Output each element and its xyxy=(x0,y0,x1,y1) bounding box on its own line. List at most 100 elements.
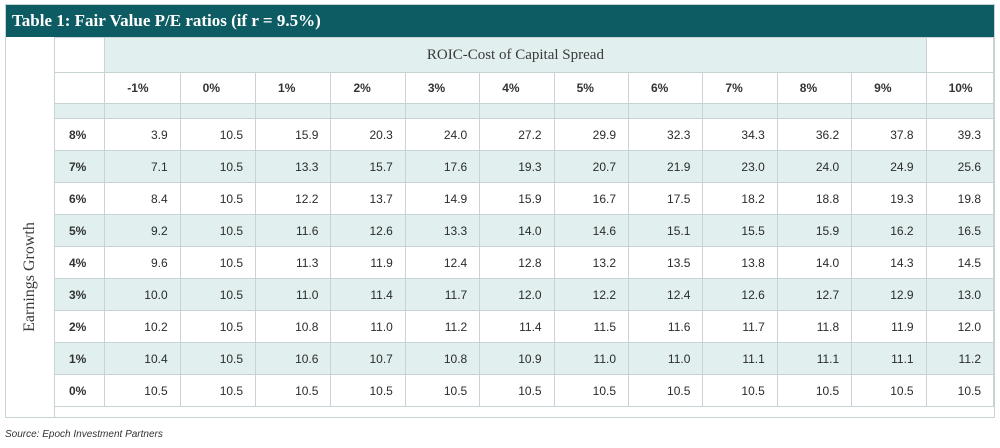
value-cell: 17.5 xyxy=(627,182,704,215)
value-cell: 10.5 xyxy=(179,374,257,407)
value-cell: 39.3 xyxy=(925,118,995,151)
value-cell: 12.4 xyxy=(404,246,481,279)
value-cell: 12.6 xyxy=(702,278,778,311)
value-cell: 19.3 xyxy=(851,182,927,215)
spacer-cell xyxy=(925,103,995,119)
value-cell: 10.8 xyxy=(255,310,332,343)
value-cell: 13.8 xyxy=(702,246,778,279)
value-cell: 13.7 xyxy=(330,182,406,215)
value-cell: 10.5 xyxy=(702,374,778,407)
value-cell: 13.0 xyxy=(925,278,995,311)
value-cell: 10.5 xyxy=(179,342,257,375)
value-cell: 15.7 xyxy=(330,150,406,183)
table-row: 5% 9.2 10.5 11.6 12.6 13.3 14.0 14.6 15.1 15.5 15.… xyxy=(53,214,995,247)
spacer-row xyxy=(53,103,995,119)
value-cell: 14.3 xyxy=(851,246,927,279)
value-cell: 10.5 xyxy=(179,182,257,215)
value-cell: 9.2 xyxy=(104,214,181,247)
value-cell: 13.3 xyxy=(255,150,332,183)
value-cell: 10.5 xyxy=(330,374,406,407)
value-cell: 11.0 xyxy=(553,342,630,375)
value-cell: 11.7 xyxy=(702,310,778,343)
column-header: 5% xyxy=(553,72,630,104)
value-cell: 12.4 xyxy=(627,278,704,311)
value-cell: 11.7 xyxy=(404,278,481,311)
value-cell: 36.2 xyxy=(776,118,853,151)
value-cell: 11.0 xyxy=(330,310,406,343)
column-header: 2% xyxy=(330,72,406,104)
spacer-cell xyxy=(330,103,406,119)
row-label: 7% xyxy=(53,150,106,183)
value-cell: 11.1 xyxy=(851,342,927,375)
spacer-cell xyxy=(851,103,927,119)
value-cell: 20.3 xyxy=(330,118,406,151)
value-cell: 7.1 xyxy=(104,150,181,183)
value-cell: 14.0 xyxy=(776,246,853,279)
row-label: 1% xyxy=(53,342,106,375)
value-cell: 11.4 xyxy=(479,310,555,343)
spacer-cell xyxy=(702,103,778,119)
table-row: 3% 10.0 10.5 11.0 11.4 11.7 12.0 12.2 12.4 12.6 12… xyxy=(53,278,995,311)
spacer-cell xyxy=(627,103,704,119)
spacer-cell xyxy=(776,103,853,119)
value-cell: 37.8 xyxy=(851,118,927,151)
value-cell: 16.7 xyxy=(553,182,630,215)
spacer-cell xyxy=(553,103,630,119)
table-row: 6% 8.4 10.5 12.2 13.7 14.9 15.9 16.7 17.5 18.2 18.… xyxy=(53,182,995,215)
spacer-cell xyxy=(404,103,481,119)
value-cell: 15.9 xyxy=(776,214,853,247)
column-header: 0% xyxy=(179,72,257,104)
value-cell: 11.6 xyxy=(627,310,704,343)
value-cell: 10.5 xyxy=(104,374,181,407)
value-cell: 10.5 xyxy=(627,374,704,407)
row-label: 4% xyxy=(53,246,106,279)
value-cell: 10.5 xyxy=(553,374,630,407)
table-figure: Table 1: Fair Value P/E ratios (if r = 9… xyxy=(5,4,995,418)
value-cell: 19.3 xyxy=(479,150,555,183)
spread-header-row: ROIC-Cost of Capital Spread xyxy=(53,37,995,73)
value-cell: 15.5 xyxy=(702,214,778,247)
value-cell: 10.5 xyxy=(179,214,257,247)
value-cell: 20.7 xyxy=(553,150,630,183)
pe-ratio-table: ROIC-Cost of Capital Spread -1% 0% 1% 2% 3% 4… xyxy=(53,37,995,407)
value-cell: 16.5 xyxy=(925,214,995,247)
value-cell: 29.9 xyxy=(553,118,630,151)
value-cell: 11.5 xyxy=(553,310,630,343)
column-header: 6% xyxy=(627,72,704,104)
value-cell: 13.2 xyxy=(553,246,630,279)
value-cell: 17.6 xyxy=(404,150,481,183)
table-row: 2% 10.2 10.5 10.8 11.0 11.2 11.4 11.5 11.6 11.7 11… xyxy=(53,310,995,343)
value-cell: 12.2 xyxy=(553,278,630,311)
column-header: 1% xyxy=(255,72,332,104)
value-cell: 10.5 xyxy=(255,374,332,407)
value-cell: 24.0 xyxy=(776,150,853,183)
value-cell: 10.5 xyxy=(479,374,555,407)
table-row: 0% 10.5 10.5 10.5 10.5 10.5 10.5 10.5 10.5 10.5 10… xyxy=(53,374,995,407)
value-cell: 12.2 xyxy=(255,182,332,215)
column-header-corner xyxy=(53,72,106,104)
source-note: Source: Epoch Investment Partners xyxy=(5,429,163,440)
value-cell: 24.0 xyxy=(404,118,481,151)
spacer-cell xyxy=(179,103,257,119)
value-cell: 10.6 xyxy=(255,342,332,375)
row-label: 3% xyxy=(53,278,106,311)
value-cell: 11.0 xyxy=(627,342,704,375)
table-title: Table 1: Fair Value P/E ratios (if r = 9… xyxy=(6,5,994,37)
value-cell: 11.2 xyxy=(404,310,481,343)
row-axis-label: Earnings Growth xyxy=(21,222,38,332)
column-header: 7% xyxy=(702,72,778,104)
spacer-cell xyxy=(53,103,106,119)
value-cell: 18.8 xyxy=(776,182,853,215)
value-cell: 21.9 xyxy=(627,150,704,183)
value-cell: 10.5 xyxy=(179,150,257,183)
corner-cell xyxy=(53,37,106,73)
value-cell: 12.9 xyxy=(851,278,927,311)
value-cell: 14.6 xyxy=(553,214,630,247)
value-cell: 15.9 xyxy=(255,118,332,151)
spacer-cell xyxy=(255,103,332,119)
value-cell: 13.5 xyxy=(627,246,704,279)
row-label: 5% xyxy=(53,214,106,247)
value-cell: 12.0 xyxy=(479,278,555,311)
row-label: 6% xyxy=(53,182,106,215)
value-cell: 14.0 xyxy=(479,214,555,247)
